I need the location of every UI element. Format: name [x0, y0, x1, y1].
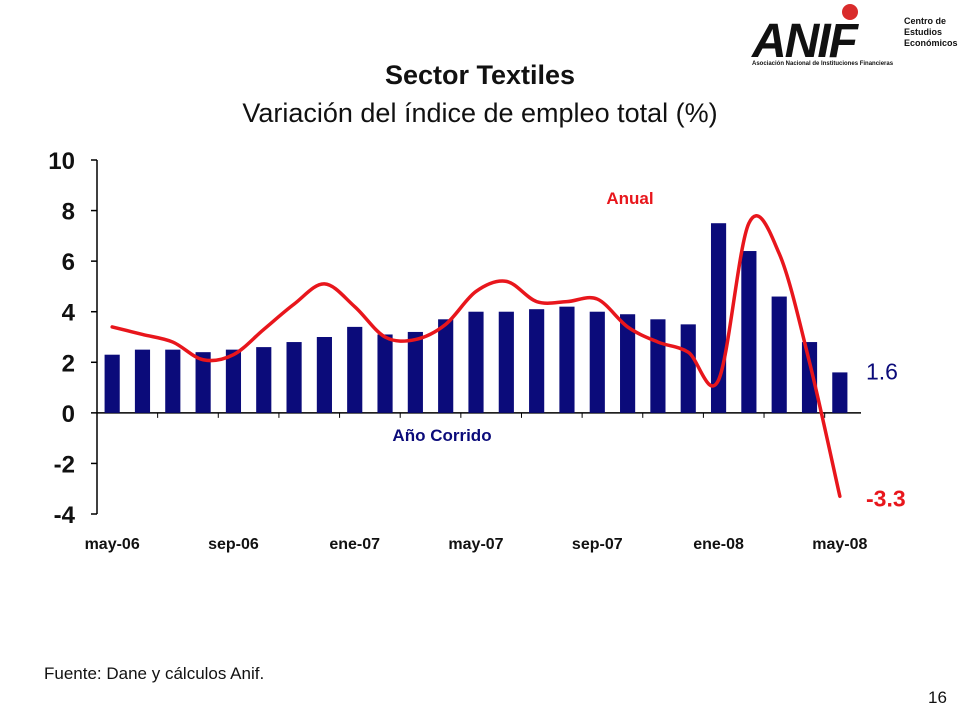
- y-tick-label: 0: [62, 401, 75, 428]
- bar: [104, 354, 120, 413]
- ano-corrido-series-label: Año Corrido: [392, 426, 491, 445]
- bar: [316, 337, 332, 413]
- bar: [680, 324, 696, 413]
- logo-wordmark: ANIF: [752, 15, 858, 68]
- chart-title: Sector Textiles: [384, 60, 576, 90]
- bar: [801, 342, 818, 413]
- anif-logo: ANIF Centro de Estudios Económicos Asoci…: [748, 4, 958, 74]
- bar: [771, 296, 787, 413]
- x-tick-label: ene-07: [329, 536, 380, 553]
- bar: [347, 326, 363, 413]
- page-number: 16: [928, 688, 947, 707]
- bar: [256, 347, 272, 413]
- bar: [407, 331, 423, 413]
- logo-red-dot: [842, 4, 858, 20]
- y-tick-label: 4: [62, 300, 76, 327]
- logo-side-line-2: Estudios: [904, 27, 943, 37]
- logo-side-text: Centro de Estudios Económicos: [904, 16, 960, 49]
- y-tick-label: 6: [62, 249, 75, 276]
- logo-tagline: Asociación Nacional de Instituciones Fin…: [752, 61, 894, 67]
- x-tick-label: may-06: [85, 536, 140, 553]
- y-tick-label: -2: [54, 451, 75, 478]
- x-tick-label: sep-06: [208, 536, 259, 553]
- ano-corrido-end-value: 1.6: [866, 358, 898, 384]
- logo-side-line-3: Económicos: [904, 38, 958, 48]
- x-tick-label: ene-08: [693, 536, 744, 553]
- anual-end-value: -3.3: [866, 485, 906, 511]
- chart-subtitle: Variación del índice de empleo total (%): [242, 98, 718, 128]
- bar: [620, 314, 636, 413]
- anual-series-line: [110, 214, 842, 499]
- bar: [589, 311, 605, 413]
- anual-series-label: Anual: [606, 189, 653, 208]
- bar: [529, 309, 545, 413]
- bar: [195, 352, 211, 413]
- source-note: Fuente: Dane y cálculos Anif.: [44, 664, 265, 683]
- bar: [165, 349, 181, 413]
- bar: [468, 311, 484, 413]
- y-tick-label: 8: [62, 199, 75, 226]
- bar: [650, 319, 666, 413]
- logo-side-line-1: Centro de: [904, 16, 947, 26]
- bar: [286, 342, 302, 413]
- bar: [377, 334, 393, 413]
- bar: [498, 311, 514, 413]
- y-tick-label: 10: [48, 148, 75, 175]
- bar: [832, 372, 848, 413]
- y-tick-label: -4: [54, 502, 76, 529]
- bar: [134, 349, 151, 413]
- bar: [559, 306, 575, 413]
- x-tick-label: sep-07: [572, 536, 623, 553]
- x-tick-label: may-07: [448, 536, 503, 553]
- bar: [438, 319, 454, 413]
- x-tick-label: may-08: [812, 536, 867, 553]
- bar: [225, 349, 242, 413]
- y-tick-label: 2: [62, 350, 75, 377]
- bar: [741, 251, 757, 413]
